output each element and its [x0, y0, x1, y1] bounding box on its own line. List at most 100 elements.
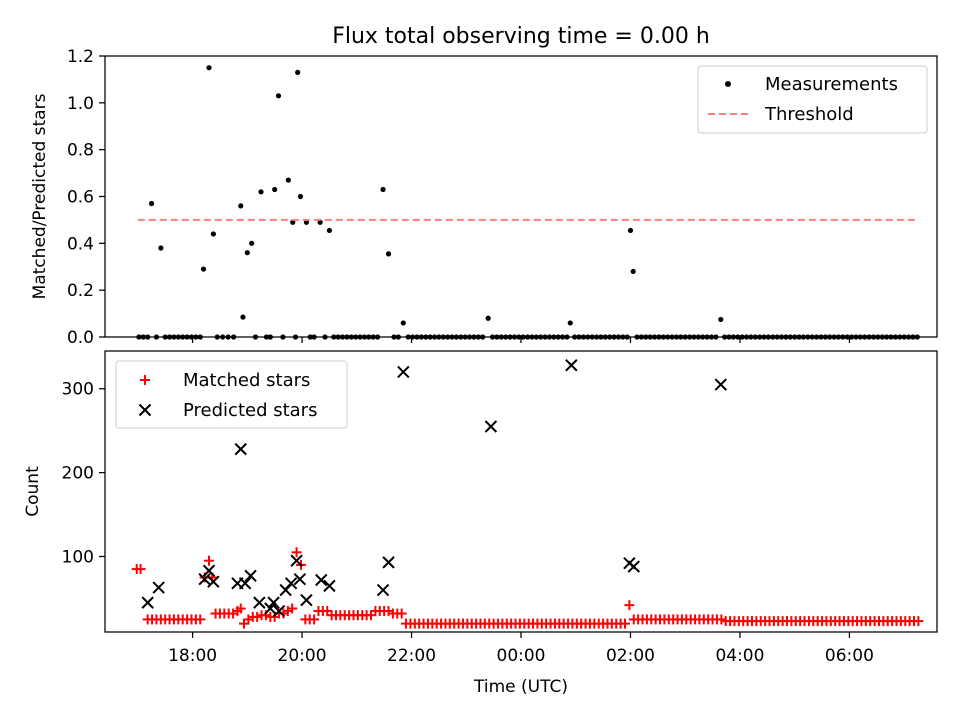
measurement-point: [272, 186, 278, 193]
predicted-star-point: [484, 420, 498, 433]
legend-label-measurements: Measurements: [765, 74, 898, 95]
top-y-ticks: 0.0 0.2 0.4 0.6 0.8 1.0 1.2: [67, 47, 105, 348]
legend-marker-matched: [140, 375, 150, 385]
legend-label-matched: Matched stars: [183, 370, 310, 391]
matched-star-point: [287, 603, 298, 614]
matched-star-point: [204, 555, 214, 566]
legend-x-b: [138, 403, 152, 417]
bottom-x-ticks: 18:00 20:00 22:00 00:00 02:00 04:00 06:00: [168, 632, 874, 666]
matched-star-point: [620, 618, 630, 629]
predicted-star-point: [376, 583, 390, 597]
predicted-star-point: [267, 596, 280, 609]
measurement-point: [258, 189, 264, 195]
top-y-axis-label: Matched/Predicted stars: [30, 93, 50, 299]
predicted-star-point: [315, 573, 328, 587]
predicted-star-point: [198, 572, 211, 586]
bottom-y-tick-label: 200: [62, 464, 94, 484]
top-panel: 0.0 0.2 0.4 0.6 0.8 1.0 1.2 Matched/Predicted …: [30, 47, 938, 348]
predicted-star-point-b: [300, 593, 313, 607]
predicted-star-point: [565, 359, 578, 372]
legend-marker-measurements: [725, 81, 731, 87]
measurement-point: [400, 320, 406, 326]
measurement-point: [317, 219, 323, 225]
top-y-tick-label: 0.6: [67, 188, 94, 208]
x-tick-label: 22:00: [387, 646, 436, 666]
top-y-tick-label: 0.2: [67, 281, 94, 301]
measurement-point: [275, 93, 282, 99]
top-legend-box: [697, 65, 928, 134]
matched-star-point: [252, 611, 263, 622]
predicted-star-point-b: [323, 579, 336, 593]
x-tick-label: 06:00: [825, 646, 874, 666]
bottom-y-axis-label: Count: [23, 466, 43, 517]
predicted-star-point-b: [264, 602, 277, 615]
predicted-star-point: [300, 593, 313, 607]
measurement-point: [627, 227, 634, 234]
predicted-star-point: [253, 596, 266, 609]
bottom-legend-box: [115, 360, 348, 429]
matched-star-point: [291, 547, 302, 558]
predicted-star-point: [714, 378, 727, 391]
predicted-star-point-b: [198, 572, 211, 586]
predicted-star-point: [202, 564, 216, 577]
measurement-point: [630, 268, 636, 275]
measurement-point: [295, 69, 301, 75]
measurement-point: [290, 219, 296, 225]
predicted-star-point-b: [244, 569, 257, 583]
predicted-star-point-b: [234, 442, 247, 456]
measurement-point: [158, 245, 164, 251]
matched-star-point: [195, 614, 206, 625]
measurement-point: [380, 186, 386, 193]
predicted-star-point: [293, 572, 307, 586]
bottom-panel: 100 200 300 18:00 20:00 22:00 00:00 02:00 04:00…: [23, 350, 938, 697]
predicted-star-point: [323, 579, 336, 593]
measurement-point: [206, 65, 212, 71]
matched-star-point: [309, 614, 320, 625]
predicted-star-point-b: [382, 556, 395, 569]
top-y-tick-label: 1.0: [67, 94, 94, 114]
x-axis-label: Time (UTC): [473, 677, 568, 697]
x-tick-label: 04:00: [715, 646, 764, 666]
predicted-star-point-b: [397, 365, 410, 379]
x-tick-label: 20:00: [278, 646, 327, 666]
measurement-point: [210, 231, 216, 237]
top-y-tick-label: 0.0: [67, 328, 94, 348]
predicted-star-point-b: [714, 378, 727, 391]
legend-marker-predicted: [138, 403, 152, 417]
predicted-star-point: [272, 604, 286, 618]
predicted-star-point: [627, 560, 640, 573]
measurement-point: [326, 227, 333, 234]
measurement-point: [200, 266, 207, 272]
predicted-star-point-b: [627, 560, 640, 573]
measurement-point: [567, 320, 573, 326]
predicted-star-point-b: [238, 577, 252, 590]
measurement-point: [297, 193, 304, 200]
legend-label-predicted: Predicted stars: [183, 400, 317, 421]
predicted-star-point: [290, 554, 303, 567]
measurement-point: [238, 203, 244, 209]
measurement-point: [240, 314, 246, 320]
measurement-point: [485, 315, 491, 321]
matched-star-point: [135, 564, 146, 575]
measurement-point: [385, 251, 392, 257]
predicted-star-point-b: [141, 596, 154, 609]
measurement-point: [249, 240, 255, 246]
predicted-star-point-b: [207, 575, 220, 588]
predicted-star-point-b: [253, 596, 266, 609]
predicted-star-point: [234, 442, 247, 456]
top-y-tick-label: 1.2: [67, 47, 94, 67]
predicted-star-point-b: [267, 596, 280, 609]
bottom-y-ticks: 100 200 300: [62, 380, 105, 568]
predicted-star-point-b: [315, 573, 328, 587]
predicted-star-point-b: [290, 554, 303, 567]
predicted-star-point-b: [284, 577, 298, 590]
predicted-star-point-b: [565, 359, 578, 372]
bottom-marks: [131, 359, 924, 629]
top-y-tick-label: 0.8: [67, 141, 94, 161]
bottom-y-tick-label: 100: [62, 548, 94, 568]
matched-star-point: [913, 616, 924, 627]
x-tick-label: 02:00: [606, 646, 655, 666]
predicted-star-point: [238, 577, 252, 590]
bottom-y-tick-label: 300: [62, 380, 94, 400]
